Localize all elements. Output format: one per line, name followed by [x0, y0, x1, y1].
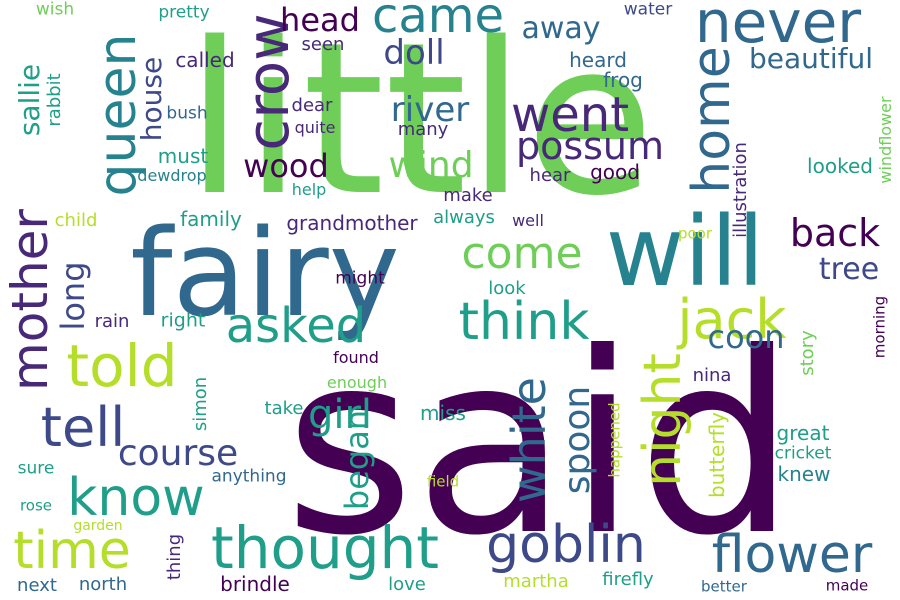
- word-water: water: [623, 0, 673, 20]
- word-night: night: [633, 353, 693, 487]
- word-happened: happened: [605, 402, 624, 478]
- word-always: always: [433, 207, 495, 228]
- word-next: next: [17, 575, 57, 596]
- word-thing: thing: [164, 533, 185, 581]
- word-wish: wish: [35, 0, 75, 20]
- word-wood: wood: [243, 147, 329, 185]
- word-north: north: [78, 574, 128, 595]
- word-called: called: [175, 48, 235, 72]
- word-poor: poor: [677, 224, 713, 243]
- word-anything: anything: [211, 466, 287, 487]
- word-miss: miss: [420, 401, 466, 425]
- word-grandmother: grandmother: [286, 211, 418, 235]
- word-rabbit: rabbit: [44, 73, 65, 127]
- word-good: good: [590, 160, 640, 184]
- word-garden: garden: [73, 518, 123, 534]
- word-time: time: [13, 521, 131, 581]
- word-martha: martha: [503, 571, 569, 592]
- word-tree: tree: [818, 252, 880, 287]
- word-illustration: illustration: [730, 142, 751, 238]
- word-know: know: [67, 468, 205, 528]
- word-seen: seen: [301, 34, 345, 55]
- word-simon: simon: [190, 376, 211, 432]
- word-flower: flower: [711, 525, 873, 585]
- word-story: story: [797, 330, 818, 376]
- word-firefly: firefly: [602, 569, 654, 590]
- word-bush: bush: [166, 103, 208, 124]
- word-hear: hear: [529, 165, 571, 186]
- word-made: made: [825, 576, 869, 595]
- word-many: many: [397, 119, 449, 140]
- word-back: back: [789, 211, 881, 255]
- word-right: right: [160, 309, 206, 332]
- word-beautiful: beautiful: [748, 42, 874, 75]
- word-sallie: sallie: [13, 63, 46, 137]
- word-began: began: [338, 409, 376, 511]
- word-told: told: [66, 332, 178, 400]
- word-spoon: spoon: [557, 385, 598, 495]
- word-morning: morning: [870, 295, 889, 359]
- word-jack: jack: [677, 288, 787, 351]
- word-wind: wind: [388, 145, 474, 186]
- word-love: love: [388, 574, 426, 595]
- word-asked: asked: [225, 298, 367, 354]
- word-child: child: [54, 210, 98, 231]
- word-brindle: brindle: [220, 572, 290, 596]
- word-must: must: [157, 144, 209, 168]
- word-fairy: fairy: [130, 205, 400, 344]
- word-rain: rain: [94, 311, 130, 332]
- word-doll: doll: [383, 33, 445, 73]
- word-sure: sure: [17, 458, 55, 479]
- word-white: white: [502, 377, 556, 503]
- word-dewdrop: dewdrop: [137, 166, 207, 185]
- word-help: help: [291, 180, 327, 199]
- word-pretty: pretty: [158, 2, 210, 23]
- word-dear: dear: [291, 95, 333, 116]
- word-cricket: cricket: [774, 443, 832, 464]
- word-come: come: [461, 228, 583, 279]
- word-will: will: [605, 196, 765, 308]
- word-great: great: [776, 421, 830, 445]
- word-take: take: [264, 398, 304, 419]
- word-looked: looked: [807, 154, 873, 178]
- word-found: found: [333, 348, 379, 367]
- word-long: long: [54, 261, 92, 331]
- word-might: might: [335, 268, 385, 289]
- word-tell: tell: [40, 396, 126, 459]
- word-nina: nina: [692, 365, 732, 386]
- word-mother: mother: [1, 209, 59, 391]
- word-said: said: [284, 299, 796, 590]
- word-windflower: windflower: [876, 96, 895, 184]
- word-river: river: [390, 90, 470, 130]
- word-possum: possum: [515, 124, 665, 168]
- word-quite: quite: [294, 118, 336, 137]
- word-thought: thought: [210, 514, 440, 582]
- word-goblin: goblin: [486, 515, 646, 575]
- word-think: think: [458, 292, 590, 352]
- word-better: better: [701, 577, 747, 596]
- word-family: family: [180, 207, 242, 231]
- word-knew: knew: [777, 462, 831, 486]
- word-butterfly: butterfly: [705, 411, 729, 499]
- word-house: house: [135, 56, 168, 142]
- word-well: well: [512, 211, 544, 230]
- word-head: head: [280, 1, 360, 39]
- word-make: make: [443, 185, 493, 206]
- word-came: came: [371, 0, 505, 44]
- word-little: little: [185, 0, 655, 242]
- word-went: went: [510, 87, 630, 143]
- word-never: never: [694, 0, 862, 56]
- word-look: look: [488, 278, 526, 299]
- word-girl: girl: [307, 392, 373, 438]
- word-frog: frog: [603, 68, 643, 92]
- word-rose: rose: [19, 496, 53, 515]
- word-field: field: [426, 472, 460, 491]
- word-heard: heard: [569, 48, 627, 72]
- word-coon: coon: [707, 318, 785, 356]
- word-enough: enough: [326, 373, 388, 392]
- word-away: away: [521, 11, 601, 46]
- word-course: course: [117, 433, 239, 474]
